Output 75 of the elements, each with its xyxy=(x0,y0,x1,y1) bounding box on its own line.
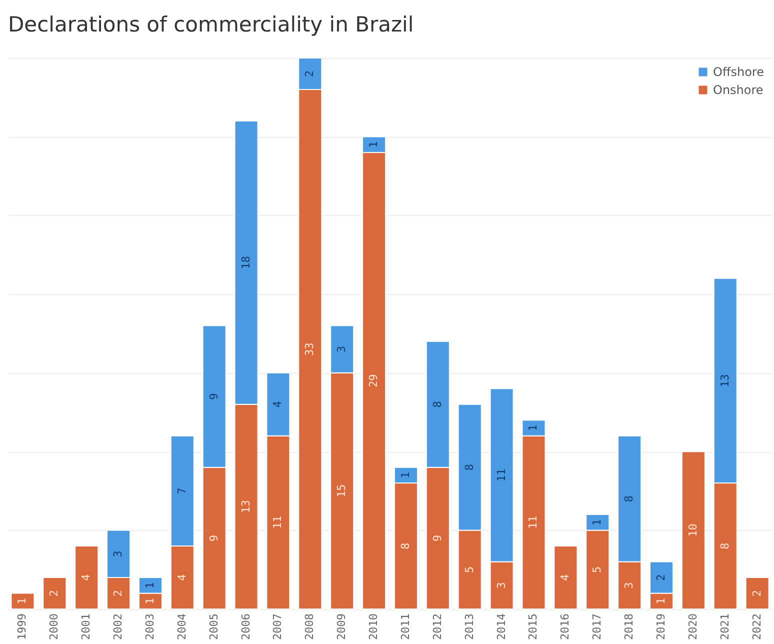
x-tick-label: 2019 xyxy=(654,614,668,640)
data-label: 11 xyxy=(494,468,508,482)
data-label: 5 xyxy=(462,566,476,573)
data-label: 4 xyxy=(558,574,572,581)
data-label: 2 xyxy=(654,574,668,581)
x-tick-label: 2015 xyxy=(526,614,540,640)
data-label: 9 xyxy=(430,534,444,542)
data-label: 1 xyxy=(590,519,604,526)
x-tick-label: 2007 xyxy=(271,614,284,640)
data-label: 2 xyxy=(750,590,764,597)
x-tick-label: 2021 xyxy=(718,614,732,640)
data-label: 2 xyxy=(303,70,316,78)
data-label: 11 xyxy=(526,516,540,530)
data-label: 29 xyxy=(367,374,380,388)
data-label: 1 xyxy=(143,582,156,589)
x-tick-label: 2000 xyxy=(48,614,61,640)
data-label: 33 xyxy=(303,342,316,356)
data-label: 8 xyxy=(430,401,444,408)
data-label: 3 xyxy=(112,550,125,558)
data-label: 7 xyxy=(175,488,188,494)
data-label: 1 xyxy=(367,141,380,148)
legend-label: Offshore xyxy=(713,65,764,79)
data-label: 4 xyxy=(80,574,93,581)
data-label: 2 xyxy=(48,590,61,597)
x-tick-label: 2003 xyxy=(143,614,156,640)
x-tick-label: 2010 xyxy=(367,614,380,640)
x-tick-label: 2001 xyxy=(80,614,93,640)
x-tick-label: 2008 xyxy=(303,614,316,640)
data-label: 3 xyxy=(335,346,348,353)
x-tick-label: 2020 xyxy=(686,614,700,640)
bar xyxy=(681,451,706,610)
x-tick-label: 1999 xyxy=(16,614,29,640)
x-tick-label: 2005 xyxy=(207,614,220,640)
data-label: 5 xyxy=(590,566,604,573)
bar xyxy=(42,577,67,610)
x-tick-label: 2012 xyxy=(430,614,444,640)
data-label: 3 xyxy=(622,582,636,589)
x-tick-label: 2004 xyxy=(175,613,188,640)
data-label: 10 xyxy=(686,524,700,537)
legend-label: Onshore xyxy=(713,83,764,97)
data-label: 4 xyxy=(175,574,188,581)
data-label: 1 xyxy=(526,424,540,432)
x-tick-label: 2011 xyxy=(398,614,412,640)
data-label: 11 xyxy=(271,516,284,530)
data-label: 15 xyxy=(335,484,348,498)
data-label: 9 xyxy=(207,393,220,400)
data-label: 18 xyxy=(239,256,252,270)
data-label: 13 xyxy=(239,500,252,514)
data-label: 1 xyxy=(398,472,412,478)
data-label: 9 xyxy=(207,534,220,542)
chart-title: Declarations of commerciality in Brazil xyxy=(8,12,414,36)
data-label: 13 xyxy=(718,374,732,388)
bar xyxy=(745,577,770,610)
data-label: 1 xyxy=(143,598,156,604)
x-tick-label: 2022 xyxy=(750,614,764,640)
x-tick-label: 2006 xyxy=(239,614,252,640)
data-label: 8 xyxy=(718,542,732,550)
bar xyxy=(554,546,578,610)
data-label: 4 xyxy=(271,400,284,408)
data-label: 8 xyxy=(462,464,476,471)
data-label: 1 xyxy=(16,598,29,604)
data-label: 8 xyxy=(622,495,636,502)
data-label: 3 xyxy=(494,582,508,589)
x-tick-label: 2013 xyxy=(462,614,476,640)
bar xyxy=(10,592,35,610)
x-tick-label: 2002 xyxy=(112,614,125,640)
x-tick-label: 2017 xyxy=(590,614,604,640)
x-tick-label: 2018 xyxy=(622,614,636,640)
x-tick-label: 2009 xyxy=(335,614,348,640)
data-label: 8 xyxy=(398,542,412,550)
data-label: 2 xyxy=(112,590,125,597)
x-tick-label: 2014 xyxy=(494,613,508,640)
data-label: 1 xyxy=(654,598,668,604)
bar xyxy=(74,546,99,610)
x-tick-label: 2016 xyxy=(558,614,572,640)
